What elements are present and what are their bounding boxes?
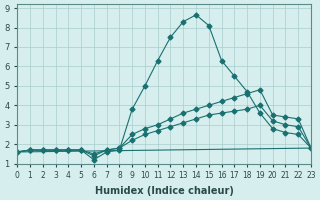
X-axis label: Humidex (Indice chaleur): Humidex (Indice chaleur) bbox=[95, 186, 234, 196]
